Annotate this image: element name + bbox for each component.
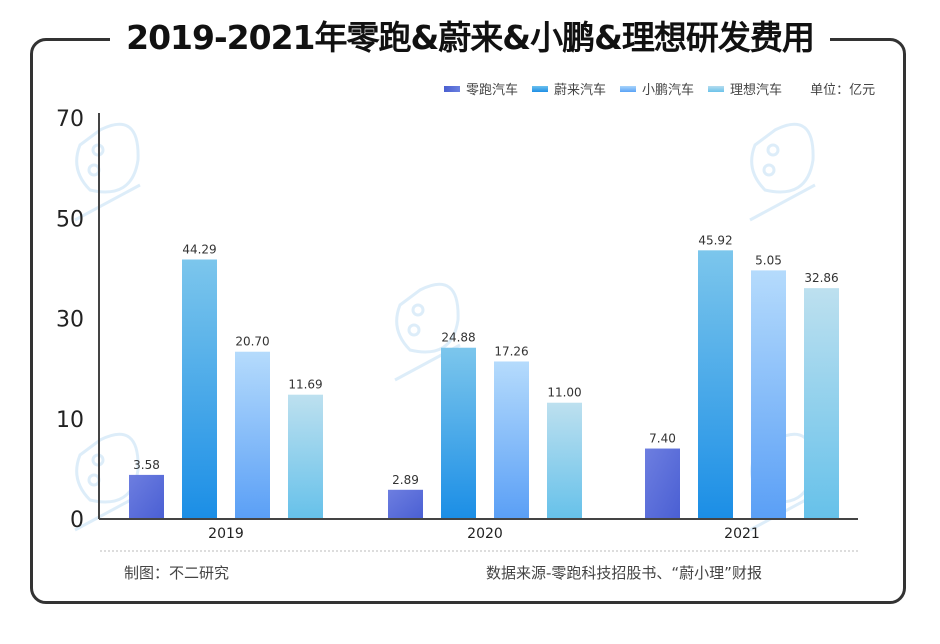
y-tick-label: 10 (56, 408, 84, 433)
unit-label: 单位：亿元 (810, 83, 876, 98)
data-label: 20.70 (235, 335, 269, 349)
data-label: 3.58 (133, 458, 160, 472)
data-label: 24.88 (441, 331, 475, 345)
data-label: 32.86 (804, 271, 838, 285)
bar-2019-1 (182, 259, 217, 519)
bar-2019-3 (288, 394, 323, 519)
bar-2020-0 (388, 489, 423, 519)
x-tick-label: 2021 (724, 526, 760, 542)
y-axis-ticks: 0 10 30 50 70 (56, 107, 84, 533)
data-label: 17.26 (494, 344, 528, 358)
data-label: 7.40 (649, 432, 676, 446)
data-label: 11.00 (547, 386, 581, 400)
bars (129, 250, 839, 519)
legend-swatch-leapmotor (444, 85, 460, 92)
y-tick-label: 30 (56, 308, 84, 333)
data-label: 11.69 (288, 378, 322, 392)
data-label: 45.92 (698, 233, 732, 247)
legend-label: 小鹏汽车 (642, 83, 695, 98)
x-tick-label: 2019 (208, 526, 244, 542)
data-label: 2.89 (392, 473, 419, 487)
legend-item-lixiang: 理想汽车 (708, 79, 782, 98)
title-wrapper: 2019-2021年零跑&蔚来&小鹏&理想研发费用 (0, 14, 940, 62)
legend-swatch-xpeng (620, 85, 637, 92)
bar-2020-3 (547, 402, 582, 519)
data-label: 5.05 (755, 253, 782, 267)
bar-2021-3 (804, 288, 839, 519)
legend-swatch-nio (532, 85, 549, 92)
legend-label: 零跑汽车 (466, 83, 519, 98)
legend-label: 蔚来汽车 (554, 83, 607, 98)
bar-2019-0 (129, 474, 164, 519)
legend-item-xpeng: 小鹏汽车 (620, 79, 694, 98)
chart-credit: 制图：不二研究 (124, 564, 230, 582)
bar-2021-2 (751, 270, 786, 519)
y-tick-label: 70 (56, 107, 84, 132)
x-axis-ticks: 2019 2020 2021 (208, 526, 760, 542)
legend-item-nio: 蔚来汽车 (532, 79, 606, 98)
y-tick-label: 0 (70, 508, 84, 533)
bar-2021-1 (698, 250, 733, 519)
data-label: 44.29 (182, 242, 216, 256)
chart-title: 2019-2021年零跑&蔚来&小鹏&理想研发费用 (110, 14, 830, 62)
watermark-logo-icon (749, 122, 816, 222)
x-tick-label: 2020 (467, 526, 503, 542)
y-tick-label: 50 (56, 207, 84, 232)
legend-label: 理想汽车 (730, 83, 783, 98)
bar-2021-0 (645, 448, 680, 519)
legend: 零跑汽车 蔚来汽车 小鹏汽车 理想汽车 单位：亿元 (444, 79, 875, 98)
legend-swatch-lixiang (708, 85, 725, 92)
data-source: 数据来源-零跑科技招股书、“蔚小理”财报 (486, 564, 762, 582)
bar-2020-2 (494, 361, 529, 519)
bar-2019-2 (235, 351, 270, 519)
data-labels: 3.58 44.29 20.70 11.69 2.89 24.88 17.26 11.00 7.… (133, 233, 839, 486)
bar-2020-1 (441, 347, 476, 519)
legend-item-leapmotor: 零跑汽车 (444, 79, 518, 98)
